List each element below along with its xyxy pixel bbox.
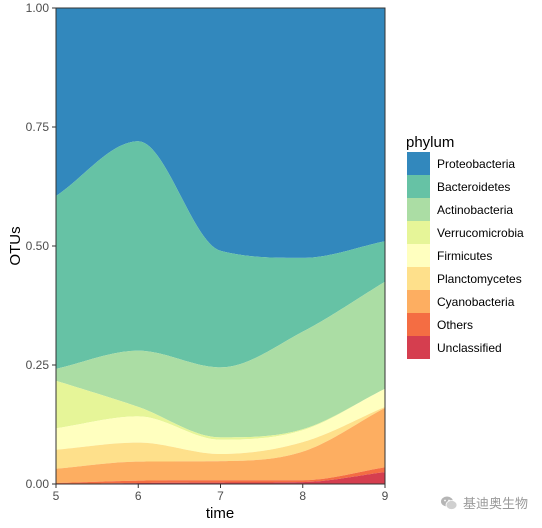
area-verrucomicrobia [56, 380, 385, 440]
legend-swatch-actinobacteria [407, 198, 430, 221]
y-tick-label: 0.50 [26, 239, 50, 253]
legend-label-bacteroidetes: Bacteroidetes [437, 180, 510, 194]
y-tick-label: 0.75 [26, 120, 50, 134]
x-tick-label: 5 [53, 489, 60, 503]
x-tick-label: 7 [217, 489, 224, 503]
legend-label-verrucomicrobia: Verrucomicrobia [437, 226, 524, 240]
area-others [56, 467, 385, 484]
area-unclassified [56, 472, 385, 484]
legend-label-unclassified: Unclassified [437, 341, 502, 355]
area-planctomycetes [56, 406, 385, 469]
legend-label-planctomycetes: Planctomycetes [437, 272, 522, 286]
legend-swatch-unclassified [407, 336, 430, 359]
legend-label-proteobacteria: Proteobacteria [437, 157, 515, 171]
legend-swatch-planctomycetes [407, 267, 430, 290]
area-firmicutes [56, 388, 385, 455]
legend-swatch-proteobacteria [407, 152, 430, 175]
legend-label-actinobacteria: Actinobacteria [437, 203, 513, 217]
legend-label-firmicutes: Firmicutes [437, 249, 492, 263]
legend-swatch-verrucomicrobia [407, 221, 430, 244]
legend-swatch-firmicutes [407, 244, 430, 267]
y-tick-label: 1.00 [26, 1, 50, 15]
area-actinobacteria [56, 281, 385, 438]
x-axis: 5 6 7 8 9 [53, 484, 389, 503]
y-axis: 0.00 0.25 0.50 0.75 1.00 [26, 1, 56, 491]
x-tick-label: 8 [299, 489, 306, 503]
x-tick-label: 6 [135, 489, 142, 503]
x-tick-label: 9 [382, 489, 389, 503]
legend-label-cyanobacteria: Cyanobacteria [437, 295, 515, 309]
area-proteobacteria [56, 8, 385, 258]
legend-label-others: Others [437, 318, 473, 332]
watermark: 基迪奥生物 [440, 493, 528, 512]
wechat-icon [440, 496, 458, 510]
legend-swatch-cyanobacteria [407, 290, 430, 313]
legend: phylum Proteobacteria Bacteroidetes Actino… [406, 134, 524, 359]
area-bacteroidetes [56, 141, 385, 369]
legend-swatch-bacteroidetes [407, 175, 430, 198]
y-tick-label: 0.25 [26, 358, 50, 372]
watermark-text: 基迪奥生物 [462, 497, 528, 512]
x-axis-title: time [206, 505, 234, 522]
area-series-group [56, 8, 385, 484]
y-tick-label: 0.00 [26, 477, 50, 491]
area-cyanobacteria [56, 407, 385, 484]
legend-swatch-others [407, 313, 430, 336]
legend-title: phylum [406, 134, 454, 151]
y-axis-title: OTUs [7, 226, 24, 265]
